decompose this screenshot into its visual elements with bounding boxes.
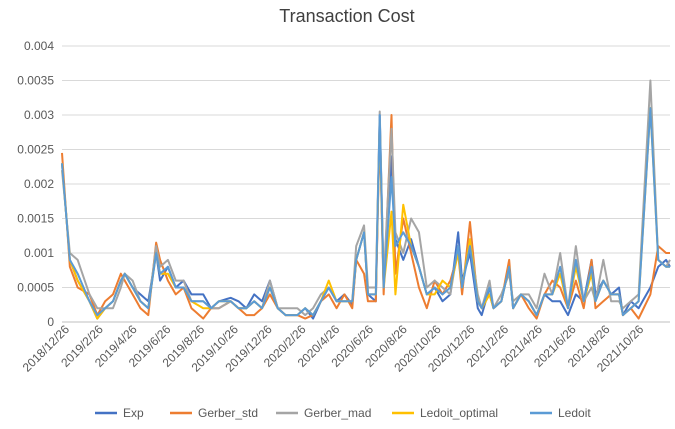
legend-label: Gerber_mad [304, 406, 371, 420]
y-tick-label: 0.0015 [17, 212, 54, 226]
gridlines [62, 45, 670, 323]
y-tick-label: 0.004 [24, 39, 54, 53]
series-line-gerber-std [61, 114, 670, 320]
legend-label: Ledoit [558, 406, 591, 420]
legend-label: Ledoit_optimal [420, 406, 498, 420]
y-axis-ticks: 0 0.0005 0.001 0.0015 0.002 0.0025 0.003 0.0035… [17, 39, 54, 329]
y-tick-label: 0.0035 [17, 74, 54, 88]
y-tick-label: 0.003 [24, 108, 54, 122]
series-lines [61, 79, 671, 320]
legend: Exp Gerber_std Gerber_mad Ledoit_optimal Led… [95, 406, 591, 420]
chart-title: Transaction Cost [279, 6, 414, 26]
y-tick-label: 0.0005 [17, 281, 54, 295]
legend-label: Gerber_std [198, 406, 258, 420]
series-line-ledoit [61, 107, 670, 317]
y-tick-label: 0 [47, 315, 54, 329]
y-tick-label: 0.002 [24, 177, 54, 191]
y-tick-label: 0.0025 [17, 143, 54, 157]
x-axis-ticks: 2018/12/262019/2/262019/4/262019/6/26201… [20, 322, 647, 375]
legend-label: Exp [123, 406, 144, 420]
y-tick-label: 0.001 [24, 246, 54, 260]
